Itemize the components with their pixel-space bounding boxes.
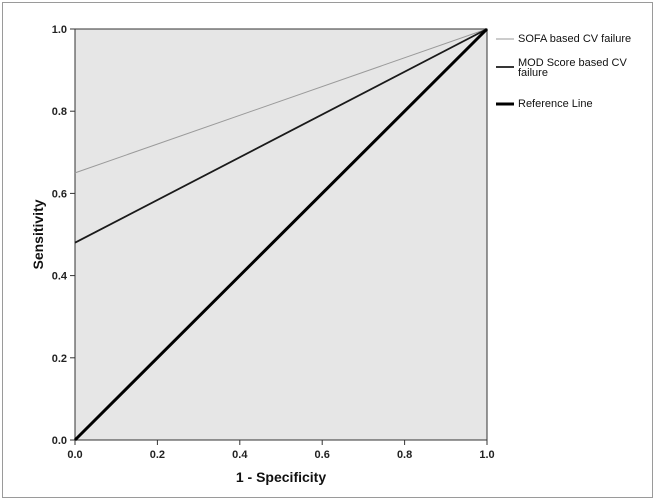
legend-label: SOFA based CV failure bbox=[518, 33, 631, 45]
series-line-0 bbox=[74, 28, 488, 174]
y-tick-label: 0.8 bbox=[52, 106, 67, 118]
y-tick-label: 0.2 bbox=[52, 353, 67, 365]
x-tick-label: 0.2 bbox=[150, 449, 165, 461]
series-lines bbox=[73, 27, 489, 442]
y-tick-label: 0.0 bbox=[52, 435, 67, 447]
y-tick-label: 0.4 bbox=[52, 271, 68, 283]
x-tick-label: 0.8 bbox=[397, 449, 412, 461]
y-tick-label: 1.0 bbox=[52, 24, 67, 36]
x-tick-label: 0.0 bbox=[67, 449, 82, 461]
legend-label: MOD Score based CV failure bbox=[518, 57, 627, 79]
legend-item-1: MOD Score based CV failure bbox=[496, 57, 627, 79]
chart-frame: 0.0 0.2 0.4 0.6 0.8 1.0 0.0 0.2 0.4 0.6 0.8 1.0 1 … bbox=[2, 2, 653, 498]
legend-label: Reference Line bbox=[518, 98, 593, 110]
series-line-1 bbox=[74, 28, 488, 244]
roc-chart: 0.0 0.2 0.4 0.6 0.8 1.0 0.0 0.2 0.4 0.6 0.8 1.0 1 … bbox=[30, 24, 631, 485]
x-tick-label: 1.0 bbox=[479, 449, 494, 461]
x-tick-label: 0.6 bbox=[315, 449, 330, 461]
y-axis-title: Sensitivity bbox=[30, 199, 46, 269]
y-tick-label: 0.6 bbox=[52, 188, 67, 200]
y-axis-ticks: 0.0 0.2 0.4 0.6 0.8 1.0 bbox=[52, 24, 75, 447]
x-tick-label: 0.4 bbox=[232, 449, 248, 461]
x-axis-title: 1 - Specificity bbox=[236, 469, 326, 485]
legend-item-2: Reference Line bbox=[496, 98, 593, 110]
legend-item-0: SOFA based CV failure bbox=[496, 33, 631, 45]
series-line-2 bbox=[73, 27, 489, 442]
x-axis-ticks: 0.0 0.2 0.4 0.6 0.8 1.0 bbox=[67, 440, 495, 461]
legend: SOFA based CV failure MOD Score based CV f… bbox=[496, 33, 631, 110]
